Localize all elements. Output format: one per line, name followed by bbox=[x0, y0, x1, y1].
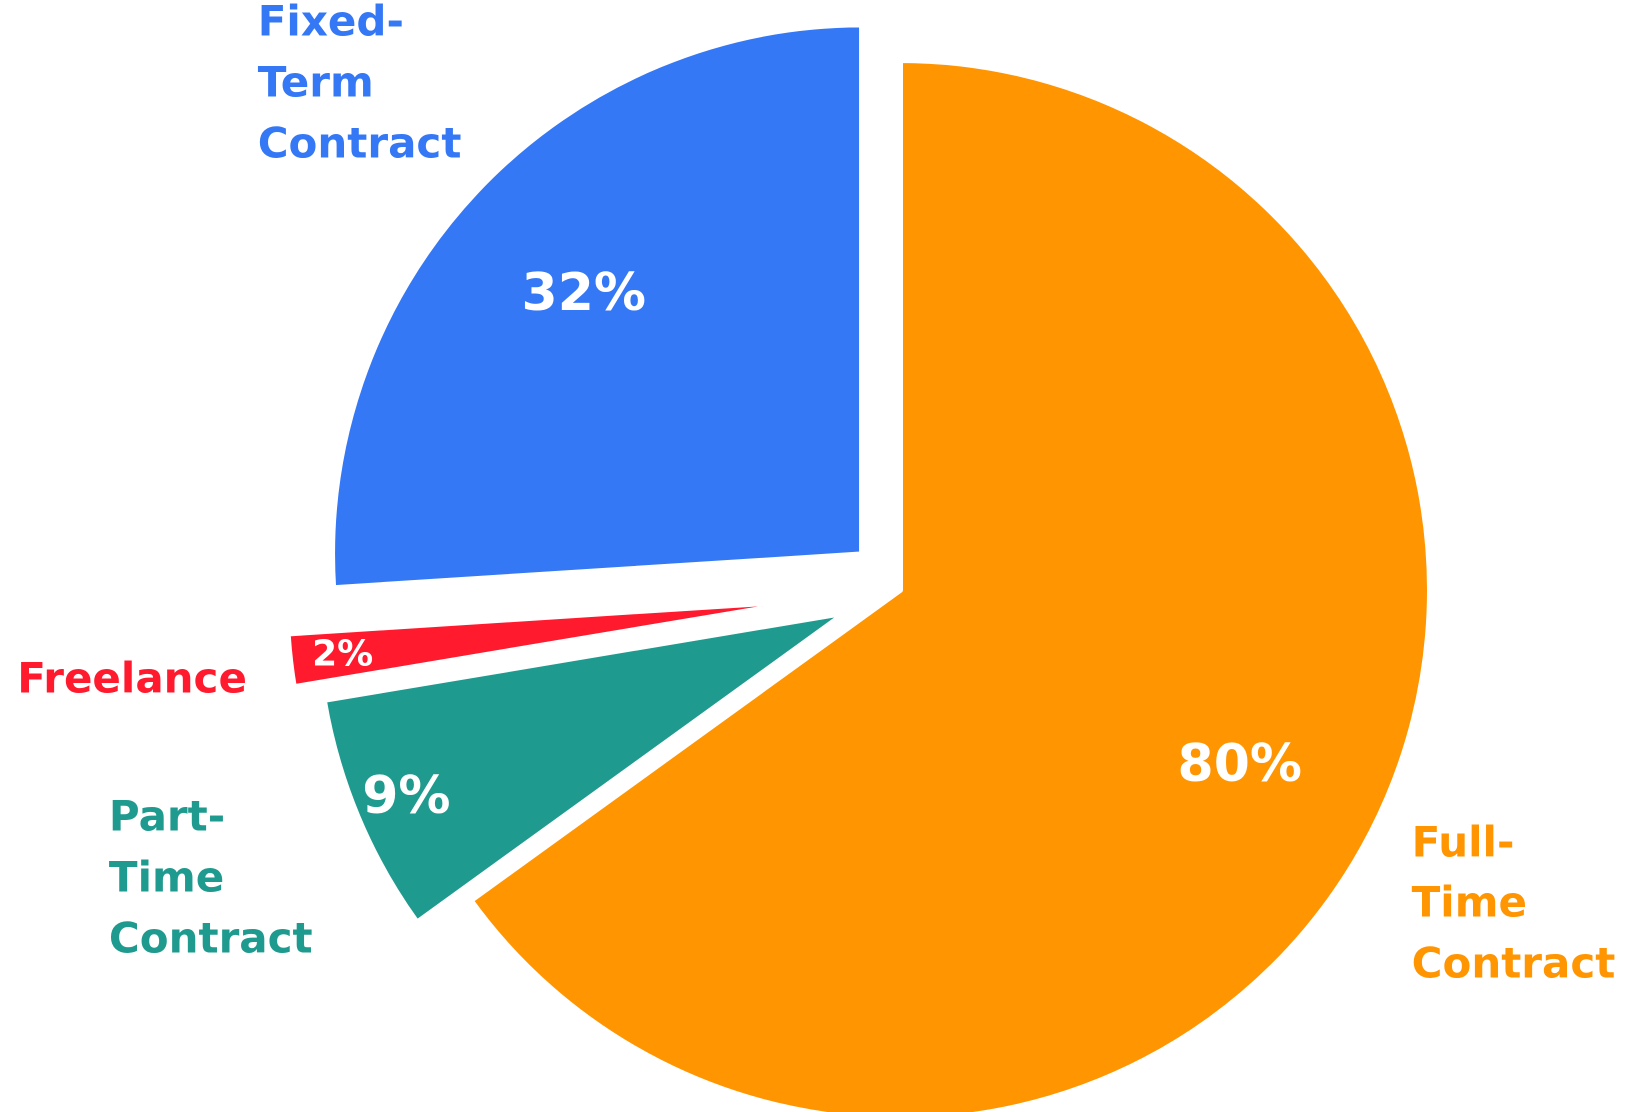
category-label: Part-Time Contract bbox=[108, 791, 313, 963]
value-label: 32% bbox=[521, 263, 646, 324]
pie-slice bbox=[284, 596, 820, 691]
pie-slice bbox=[320, 609, 850, 926]
pie-slice bbox=[467, 57, 1433, 1112]
category-label: Fixed-Term Contract bbox=[257, 0, 462, 168]
category-label: Freelance bbox=[17, 653, 247, 703]
value-label: 9% bbox=[362, 766, 451, 827]
value-label: 2% bbox=[312, 633, 374, 675]
pie-slice bbox=[329, 21, 866, 592]
category-label: Full-Time Contract bbox=[1411, 817, 1616, 989]
value-label: 80% bbox=[1177, 733, 1303, 794]
